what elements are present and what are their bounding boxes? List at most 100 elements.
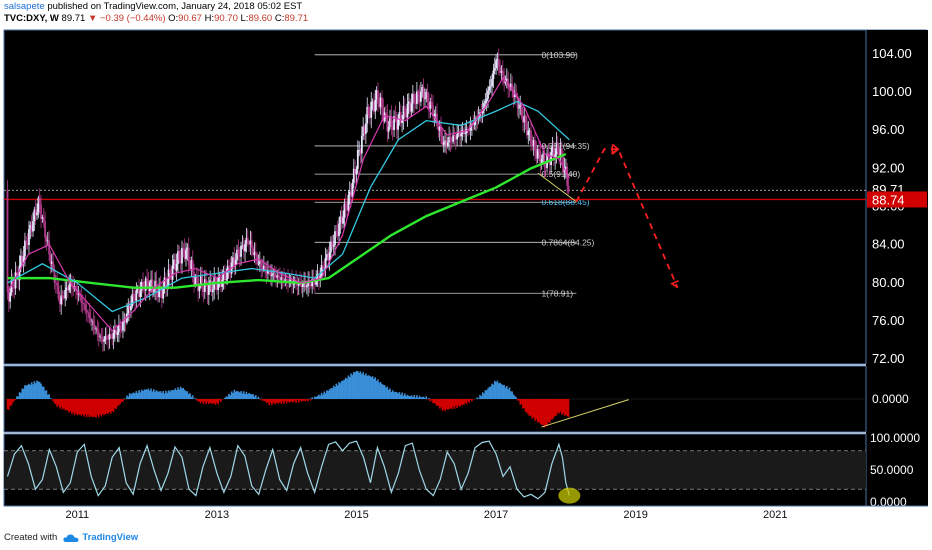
histogram-bar <box>409 396 411 399</box>
candle-body <box>407 101 410 104</box>
publish-text: published on TradingView.com, January 24… <box>47 1 303 12</box>
candle-body <box>289 280 292 282</box>
candle-body <box>89 317 92 322</box>
histogram-bar <box>378 382 381 399</box>
candle-body <box>409 101 412 112</box>
candle-body <box>429 101 432 109</box>
histogram-bar <box>393 392 395 399</box>
candle-body <box>438 127 441 131</box>
candle-body <box>378 103 381 107</box>
candle-body <box>507 78 510 88</box>
candle-body <box>229 267 232 274</box>
histogram-bar <box>167 390 170 399</box>
candle-body <box>319 276 322 280</box>
histogram-bar <box>230 391 233 399</box>
histogram-bar <box>436 399 438 406</box>
histogram-bar <box>524 399 527 412</box>
histogram-bar <box>269 399 272 403</box>
candle-body <box>187 247 190 266</box>
candle-body <box>95 328 97 330</box>
histogram-bar <box>386 386 389 399</box>
histogram-bar <box>238 392 241 399</box>
candle-body <box>315 278 318 285</box>
histogram-bar <box>236 390 238 399</box>
candle-body <box>266 270 269 274</box>
histogram-bar <box>369 375 371 399</box>
candle-body <box>32 221 34 232</box>
candle-body <box>403 105 406 113</box>
histogram-bar <box>406 394 409 399</box>
histogram-bar <box>151 391 154 399</box>
candle-body <box>11 279 14 289</box>
histogram-bar <box>540 399 543 425</box>
candle-body <box>21 255 24 264</box>
candle-body <box>183 248 186 260</box>
ohlc-close-label: C: <box>274 13 285 24</box>
candle-body <box>437 126 440 131</box>
histogram-bar <box>83 399 85 417</box>
price-tick-label: 100.00 <box>872 84 912 99</box>
histogram-bar <box>459 399 461 407</box>
candle-body <box>387 126 390 132</box>
histogram-bar <box>402 395 405 399</box>
histogram-bar <box>237 391 240 399</box>
candle-body <box>307 280 310 287</box>
price-marker-box <box>867 191 927 208</box>
histogram-bar <box>287 399 289 402</box>
candle-body <box>508 87 511 90</box>
candle-body <box>173 259 175 266</box>
candle-body <box>377 90 379 104</box>
candle-body <box>91 320 93 322</box>
candle-body <box>342 217 344 224</box>
candle-body <box>79 293 81 297</box>
candle-body <box>250 240 253 248</box>
histogram-bar <box>455 399 457 406</box>
histogram-bar <box>64 399 67 411</box>
histogram-bar <box>25 385 28 399</box>
candle-body <box>147 281 150 291</box>
histogram-bar <box>104 399 107 414</box>
histogram-bar <box>551 399 554 420</box>
candle-body <box>65 287 68 291</box>
candle-body <box>313 278 316 285</box>
histogram-bar <box>71 399 73 415</box>
histogram-bar <box>268 399 271 406</box>
candle-body <box>422 87 425 99</box>
candle-body <box>224 271 226 280</box>
candle-body <box>150 279 153 283</box>
histogram-bar <box>359 371 362 399</box>
histogram-bar <box>57 399 60 406</box>
candle-body <box>340 216 343 224</box>
candle-body <box>52 261 55 270</box>
histogram-bar <box>87 399 89 415</box>
histogram-bar <box>24 385 26 399</box>
histogram-bar <box>338 382 340 399</box>
histogram-bar <box>565 399 567 416</box>
candle-body <box>33 209 36 222</box>
histogram-bar <box>89 399 92 416</box>
histogram-bar <box>181 388 183 399</box>
candle-body <box>450 141 453 143</box>
stochastic-tick-label: 50.0000 <box>870 463 914 477</box>
price-chart[interactable]: 0(103.90) 0.382(94.35) 0.5(91.40) 0.618(88.… <box>0 26 932 520</box>
histogram-bar <box>374 377 377 399</box>
tradingview-logo[interactable]: TradingView <box>63 532 138 543</box>
candle-body <box>530 130 532 145</box>
histogram-bar <box>532 399 535 418</box>
histogram-bar <box>283 399 285 404</box>
histogram-bar <box>8 399 10 410</box>
candle-body <box>433 114 436 117</box>
candle-body <box>93 325 96 330</box>
candle-body <box>379 97 382 107</box>
candle-body <box>257 263 260 265</box>
histogram-bar <box>377 379 379 399</box>
candle-body <box>444 140 446 143</box>
candle-body <box>458 132 461 137</box>
histogram-bar <box>373 378 375 399</box>
histogram-bar <box>351 374 354 399</box>
histogram-bar <box>389 388 391 399</box>
candle-body <box>487 90 489 99</box>
histogram-bar <box>477 398 480 399</box>
author-name[interactable]: salsapete <box>4 1 45 12</box>
histogram-bar <box>103 399 105 416</box>
